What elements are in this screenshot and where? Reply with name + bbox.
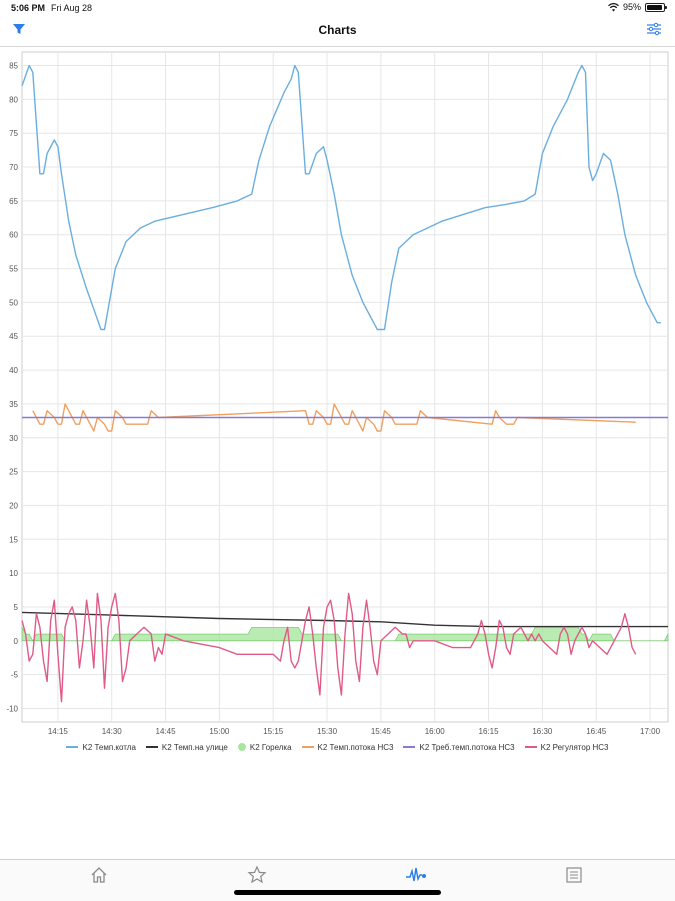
y-tick-label: 65 [9, 197, 18, 206]
x-tick-label: 17:00 [640, 727, 661, 736]
y-tick-label: 25 [9, 468, 18, 477]
status-time: 5:06 PM [11, 3, 46, 13]
x-tick-label: 14:15 [48, 727, 69, 736]
plot-border [21, 51, 669, 723]
page-title: Charts [318, 23, 357, 37]
y-tick-label: 70 [9, 163, 18, 172]
y-tick-label: 45 [9, 332, 18, 341]
y-tick-label: 50 [9, 298, 18, 307]
battery-percent: 95% [622, 2, 641, 12]
y-tick-label: 60 [9, 231, 18, 240]
y-tick-label: -5 [11, 671, 19, 680]
burner-area-series [21, 626, 669, 642]
x-tick-label: 15:15 [263, 727, 284, 736]
legend-swatch [403, 746, 416, 748]
y-tick-label: 10 [9, 569, 18, 578]
legend-label: K2 Горелка [249, 742, 292, 752]
legend-item[interactable]: K2 Горелка [237, 742, 292, 752]
x-tick-label: 16:30 [532, 727, 553, 736]
y-tick-label: 15 [9, 535, 18, 544]
y-tick-label: 0 [14, 637, 19, 646]
y-tick-label: 75 [9, 129, 18, 138]
legend-label: K2 Треб.темп.потока НС3 [419, 742, 515, 752]
y-tick-label: 35 [9, 400, 18, 409]
sliders-icon[interactable] [646, 22, 666, 40]
x-tick-label: 16:45 [586, 727, 607, 736]
legend-label: K2 Регулятор НС3 [540, 742, 609, 752]
home-indicator [234, 890, 441, 895]
x-tick-label: 15:30 [317, 727, 338, 736]
y-tick-label: 85 [9, 62, 18, 71]
y-tick-label: 30 [9, 434, 18, 443]
star-icon[interactable] [247, 865, 269, 887]
x-tick-label: 15:00 [209, 727, 230, 736]
home-icon[interactable] [89, 865, 111, 887]
x-tick-label: 14:45 [156, 727, 177, 736]
chart-container[interactable]: -10 -5 0 5 10 15 20 25 30 35 40 45 50 55 60 65 70 75 80 85 1… [0, 46, 675, 766]
legend-label: K2 Темп.на улице [161, 742, 228, 752]
legend-item[interactable]: K2 Регулятор НС3 [524, 742, 609, 752]
series-line-4 [32, 403, 636, 432]
status-date: Fri Aug 28 [51, 3, 93, 13]
charts-icon[interactable] [405, 865, 427, 887]
x-tick-label: 16:15 [479, 727, 500, 736]
y-tick-label: 40 [9, 366, 18, 375]
x-tick-label: 14:30 [102, 727, 123, 736]
legend-swatch [66, 746, 79, 748]
status-bar: 5:06 PM Fri Aug 28 95% [0, 0, 675, 16]
legend-item[interactable]: K2 Треб.темп.потока НС3 [403, 742, 515, 752]
chart-legend: K2 Темп.котла K2 Темп.на улице K2 Горелка K… [0, 739, 675, 755]
x-tick-label: 15:45 [371, 727, 392, 736]
legend-item[interactable]: K2 Темп.котла [66, 742, 136, 752]
series-line-6 [21, 592, 637, 703]
legend-swatch [524, 746, 537, 748]
battery-fill [647, 4, 663, 10]
list-icon[interactable] [564, 865, 586, 887]
y-tick-label: 55 [9, 265, 18, 274]
chart-areas [21, 626, 669, 642]
legend-swatch [145, 746, 158, 748]
chart-grid [21, 51, 669, 723]
filter-icon[interactable] [12, 22, 32, 40]
chart-lines [21, 64, 668, 703]
x-tick-label: 16:00 [425, 727, 446, 736]
legend-item[interactable]: K2 Темп.потока НС3 [301, 742, 394, 752]
y-tick-label: 80 [9, 95, 18, 104]
legend-item[interactable]: K2 Темп.на улице [145, 742, 228, 752]
legend-swatch [301, 746, 314, 748]
series-line-1 [21, 64, 661, 331]
legend-swatch [237, 743, 246, 751]
nav-bar: Charts [0, 16, 675, 47]
legend-label: K2 Темп.потока НС3 [317, 742, 394, 752]
series-line-2 [21, 611, 668, 628]
legend-label: K2 Темп.котла [82, 742, 136, 752]
wifi-icon [608, 2, 619, 11]
status-right: 95% [608, 2, 667, 12]
battery-icon [645, 2, 667, 12]
y-tick-label: 20 [9, 501, 18, 510]
y-tick-label: 5 [14, 603, 19, 612]
chart-axes: -10 -5 0 5 10 15 20 25 30 35 40 45 50 55 60 65 70 75 80 85 1… [6, 62, 660, 736]
y-tick-label: -10 [6, 704, 18, 713]
chart-svg[interactable]: -10 -5 0 5 10 15 20 25 30 35 40 45 50 55 60 65 70 75 80 85 1… [0, 46, 675, 746]
